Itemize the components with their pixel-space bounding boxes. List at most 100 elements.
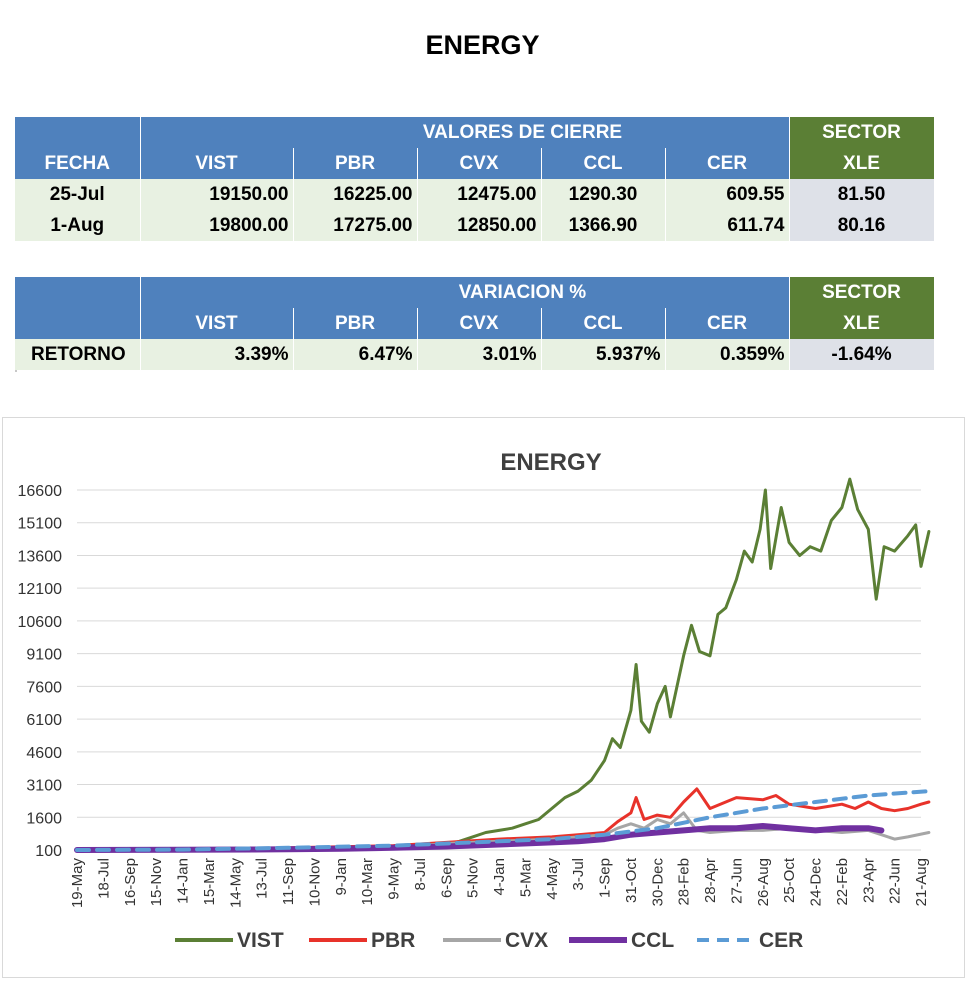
chart-container: ENERGY 100 1600 3100 4600 6100 7600 9100 10600 1…	[2, 417, 965, 978]
series-line-cer	[75, 789, 931, 852]
row-label-retorno: RETORNO	[15, 339, 141, 370]
x-tick-label: 3-Jul	[570, 858, 587, 891]
legend-label-ccl: CCL	[631, 929, 674, 952]
x-tick-label: 16-Sep	[122, 858, 139, 906]
x-tick-label: 25-Oct	[781, 857, 798, 903]
cell-pbr: 17275.00	[293, 210, 418, 241]
cell-ccl: 1366.90	[541, 210, 666, 241]
x-tick-label: 24-Dec	[808, 858, 825, 907]
cell-cer: 0.359%	[665, 339, 790, 370]
y-tick-label: 100	[35, 843, 62, 860]
cell-pbr: 6.47%	[293, 339, 418, 370]
y-tick-label: 7600	[26, 679, 62, 696]
y-tick-label: 3100	[26, 778, 62, 795]
col-header-cvx: CVX	[417, 308, 542, 339]
chart-legend: VIST PBR CVX CCL CER	[175, 929, 803, 952]
cell-cvx: 12850.00	[417, 210, 542, 241]
cell-xle: -1.64%	[789, 339, 935, 370]
cell-cer: 609.55	[665, 179, 790, 210]
x-tick-label: 9-May	[386, 858, 403, 900]
y-axis-labels: 100 1600 3100 4600 6100 7600 9100 10600 12100 136…	[18, 483, 63, 860]
x-tick-label: 9-Jan	[333, 858, 350, 896]
x-tick-label: 23-Apr	[860, 858, 877, 903]
page-title: ENERGY	[425, 30, 540, 60]
variation-sector-header: SECTOR	[789, 277, 935, 308]
x-tick-label: 14-May	[227, 858, 244, 909]
closing-column-header-row: FECHA VIST PBR CVX CCL CER XLE	[15, 148, 935, 179]
x-tick-label: 4-May	[544, 858, 561, 900]
col-header-fecha: FECHA	[15, 148, 141, 179]
x-tick-label: 15-Nov	[148, 858, 165, 907]
x-tick-label: 19-May	[69, 858, 86, 909]
y-tick-label: 16600	[18, 483, 63, 500]
x-tick-label: 13-Jul	[254, 858, 271, 899]
table-row: 25-Jul 19150.00 16225.00 12475.00 1290.3…	[15, 179, 935, 210]
x-tick-label: 5-Nov	[465, 858, 482, 899]
cell-fecha: 1-Aug	[15, 210, 141, 241]
legend-label-cvx: CVX	[505, 929, 548, 952]
y-tick-label: 6100	[26, 712, 62, 729]
chart-series	[74, 477, 931, 853]
x-tick-label: 14-Jan	[175, 858, 192, 904]
x-tick-label: 18-Jul	[95, 858, 112, 899]
legend-label-pbr: PBR	[371, 929, 415, 952]
cell-cvx: 3.01%	[417, 339, 542, 370]
x-tick-label: 15-Mar	[201, 858, 218, 906]
y-tick-label: 12100	[18, 581, 63, 598]
x-tick-label: 11-Sep	[280, 858, 297, 905]
cell-xle: 80.16	[789, 210, 935, 241]
x-tick-label: 31-Oct	[623, 857, 640, 903]
x-tick-label: 10-Nov	[306, 858, 323, 907]
col-header-vist: VIST	[140, 148, 294, 179]
x-tick-label: 8-Jul	[412, 858, 429, 891]
variation-table: VARIACION % SECTOR VIST PBR CVX CCL CER …	[15, 277, 935, 370]
closing-group-header-row: VALORES DE CIERRE SECTOR	[15, 117, 935, 148]
x-tick-label: 27-Jun	[728, 858, 745, 904]
chart-title: ENERGY	[500, 449, 601, 476]
table-row: 1-Aug 19800.00 17275.00 12850.00 1366.90…	[15, 210, 935, 241]
variation-group-header: VARIACION %	[140, 277, 790, 308]
cell-cer: 611.74	[665, 210, 790, 241]
legend-label-cer: CER	[759, 929, 803, 952]
spacer-row	[15, 241, 935, 272]
col-header-cer: CER	[665, 308, 790, 339]
y-tick-label: 1600	[26, 810, 62, 827]
variation-column-header-row: VIST PBR CVX CCL CER XLE	[15, 308, 935, 339]
cell-fecha: 25-Jul	[15, 179, 141, 210]
cell-cvx: 12475.00	[417, 179, 542, 210]
cell-vist: 19150.00	[140, 179, 294, 210]
col-header-xle: XLE	[789, 308, 935, 339]
col-header-cer: CER	[665, 148, 790, 179]
y-tick-label: 13600	[18, 548, 63, 565]
x-tick-label: 10-Mar	[359, 858, 376, 906]
y-tick-label: 9100	[26, 647, 62, 664]
closing-group-header: VALORES DE CIERRE	[140, 117, 790, 148]
x-tick-label: 22-Feb	[834, 858, 851, 906]
series-line-vist	[75, 477, 931, 852]
col-header-pbr: PBR	[293, 308, 418, 339]
y-tick-label: 10600	[18, 614, 63, 631]
x-tick-label: 6-Sep	[438, 858, 455, 898]
x-tick-label: 21-Aug	[913, 858, 930, 906]
x-tick-label: 28-Apr	[702, 858, 719, 903]
x-tick-label: 22-Jun	[887, 858, 904, 904]
variation-group-header-row: VARIACION % SECTOR	[15, 277, 935, 308]
y-tick-label: 15100	[18, 516, 63, 533]
x-tick-label: 4-Jan	[491, 858, 508, 896]
x-tick-label: 26-Aug	[755, 858, 772, 906]
x-tick-label: 28-Feb	[676, 858, 693, 906]
cell-vist: 19800.00	[140, 210, 294, 241]
legend-label-vist: VIST	[237, 929, 284, 952]
col-header-ccl: CCL	[541, 308, 666, 339]
energy-chart: ENERGY 100160031004600610076009100106001…	[18, 449, 931, 952]
x-tick-label: 5-Mar	[517, 858, 534, 897]
x-axis-labels: 19-May 18-Jul 16-Sep 15-Nov 14-Jan 15-Mar 14-M…	[69, 857, 930, 908]
closing-sector-header: SECTOR	[789, 117, 935, 148]
y-tick-label: 4600	[26, 745, 62, 762]
closing-values-table: VALORES DE CIERRE SECTOR FECHA VIST PBR …	[15, 117, 935, 272]
col-header-ccl: CCL	[541, 148, 666, 179]
x-tick-label: 30-Dec	[649, 858, 666, 907]
cell-vist: 3.39%	[140, 339, 294, 370]
cell-pbr: 16225.00	[293, 179, 418, 210]
col-header-cvx: CVX	[417, 148, 542, 179]
